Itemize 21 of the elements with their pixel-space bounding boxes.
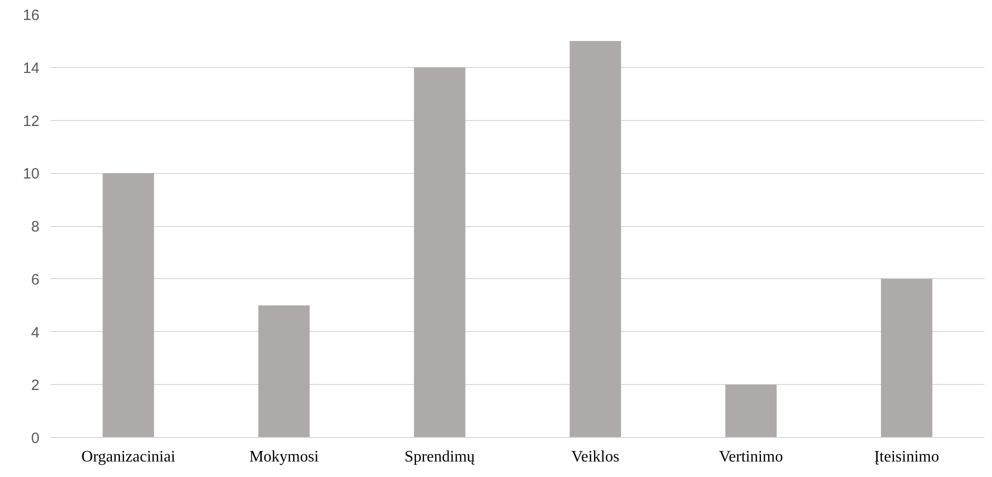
bar xyxy=(258,305,310,438)
y-tick-label: 0 xyxy=(31,430,40,447)
y-tick-label: 14 xyxy=(22,60,40,77)
y-tick-label: 2 xyxy=(31,377,40,394)
y-tick-label: 12 xyxy=(22,112,40,130)
bar xyxy=(102,173,154,438)
bar xyxy=(570,40,622,438)
bar xyxy=(414,67,466,438)
bar xyxy=(725,384,777,438)
y-tick-label: 6 xyxy=(31,271,40,288)
x-tick-label: Mokymosi xyxy=(249,448,320,466)
y-tick-label: 16 xyxy=(22,7,40,24)
y-tick-label: 4 xyxy=(31,324,40,342)
y-tick-label: 10 xyxy=(22,166,40,183)
x-tick-label: Veiklos xyxy=(571,448,620,466)
x-tick-label: Vertinimo xyxy=(719,448,784,466)
x-tick-label: Sprendimų xyxy=(404,448,476,466)
y-tick-label: 8 xyxy=(31,218,40,236)
bar xyxy=(880,278,932,438)
x-tick-label: Įteisinimo xyxy=(874,448,940,466)
x-tick-label: Organizaciniai xyxy=(81,448,176,466)
